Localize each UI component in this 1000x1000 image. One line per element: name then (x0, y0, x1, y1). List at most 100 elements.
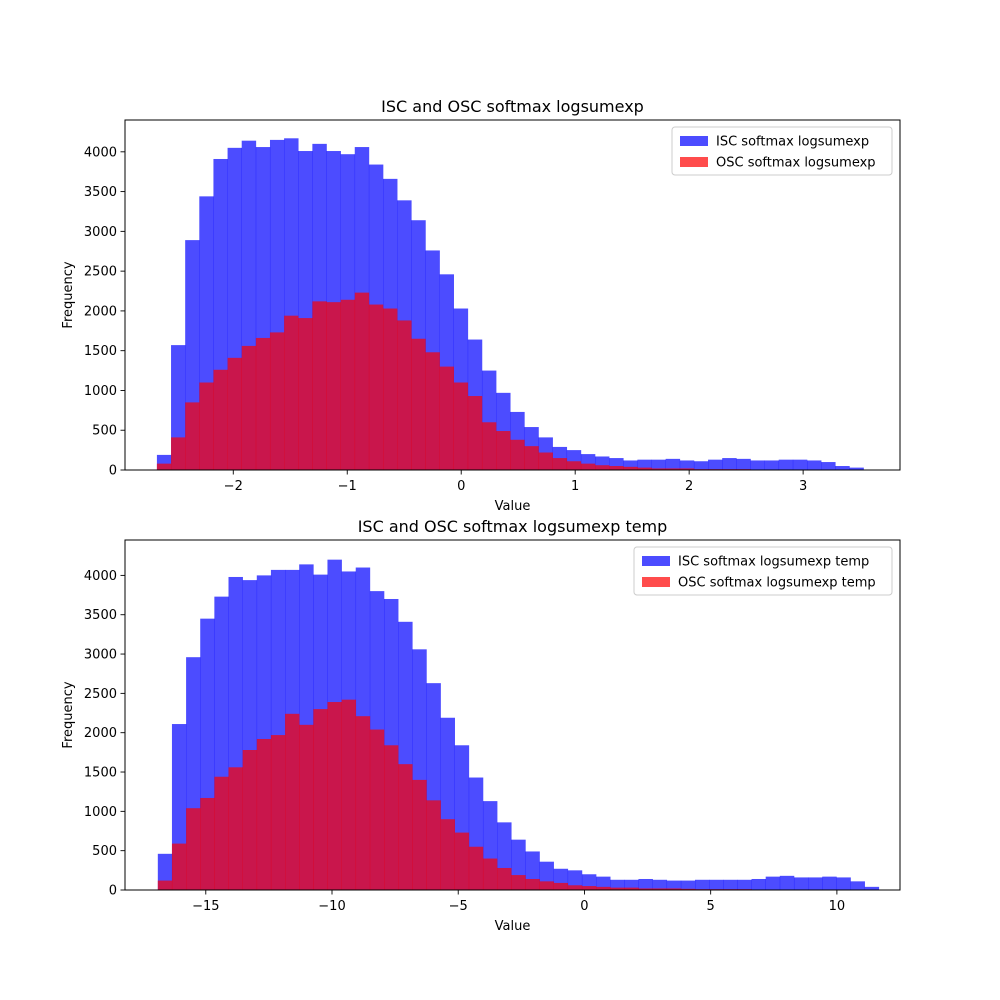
histogram-bar (821, 462, 836, 470)
histogram-bar (610, 887, 625, 890)
histogram-bar (468, 846, 484, 890)
histogram-bar (228, 767, 243, 890)
histogram-bar (651, 459, 666, 470)
histogram-bar (496, 431, 511, 470)
histogram-bar (241, 345, 257, 470)
histogram-bar (666, 880, 682, 890)
y-tick-label: 0 (109, 884, 117, 899)
histogram-bar (327, 702, 342, 890)
histogram-bar (299, 724, 314, 890)
histogram-bar (793, 877, 809, 890)
legend-swatch (642, 556, 670, 566)
histogram-bar (864, 886, 880, 890)
histogram-bar (354, 292, 370, 470)
histogram-bar (679, 460, 695, 470)
histogram-bar (213, 369, 228, 470)
histogram-bar (355, 716, 371, 890)
histogram-bar (708, 459, 723, 470)
histogram-bar (779, 875, 795, 890)
histogram-bar (270, 735, 286, 890)
histogram-bar (624, 879, 639, 890)
histogram-bar (638, 878, 653, 890)
x-tick-label: −5 (449, 899, 468, 914)
histogram-bar (567, 885, 583, 890)
histogram-bar (580, 463, 596, 470)
y-tick-label: 1500 (84, 344, 117, 359)
histogram-bar (652, 879, 668, 890)
chart-title: ISC and OSC softmax logsumexp temp (358, 517, 668, 536)
histogram-bar (637, 467, 652, 470)
histogram-bar (595, 465, 610, 470)
histogram-bar (737, 879, 752, 890)
histogram-bar (340, 299, 356, 470)
histogram-bar (454, 832, 470, 890)
histogram-bar (680, 888, 696, 890)
histogram-bar (652, 888, 668, 890)
y-axis-label: Frequency (61, 261, 76, 328)
histogram-bar (368, 304, 384, 470)
histogram-bar (426, 800, 441, 890)
histogram-bar (792, 459, 808, 470)
histogram-bar (722, 458, 737, 470)
histogram-bar (566, 461, 582, 470)
subplot-bottom: −15 −10 −5 0 5 10 0 500 1000 1500 2000 2500 3000 3500… (61, 517, 901, 934)
y-tick-label: 3000 (84, 225, 117, 240)
histogram-bar (199, 382, 214, 470)
histogram-bar (440, 819, 455, 890)
histogram-bar (637, 459, 652, 470)
histogram-bar (836, 877, 851, 890)
histogram-bar (610, 879, 625, 890)
histogram-bar (765, 876, 781, 890)
histogram-bar (227, 357, 242, 470)
histogram-bar (778, 459, 794, 470)
histogram-bar (341, 699, 357, 890)
y-tick-label: 4000 (84, 145, 117, 160)
x-tick-label: −15 (192, 899, 219, 914)
histogram-bar (567, 870, 583, 890)
histogram-bar (524, 446, 539, 470)
histogram-bar (497, 867, 512, 890)
histogram-bar (156, 463, 172, 470)
histogram-bar (596, 886, 611, 890)
histogram-bar (552, 458, 568, 470)
histogram-bar (623, 466, 638, 470)
histogram-bar (849, 467, 864, 470)
axes-frame (124, 539, 901, 891)
histogram-bar (736, 458, 751, 470)
x-tick-label: 3 (799, 479, 807, 494)
histogram-bar (623, 460, 638, 470)
histogram-bar (807, 460, 822, 470)
series-1-bars (156, 292, 808, 470)
y-tick-label: 1000 (84, 384, 117, 399)
histogram-bar (511, 875, 526, 890)
histogram-bar (609, 458, 624, 470)
legend-swatch (680, 157, 708, 167)
x-tick-label: 1 (571, 479, 579, 494)
y-tick-label: 3500 (84, 608, 117, 623)
histogram-bar (723, 879, 738, 890)
histogram-bar (171, 843, 187, 890)
x-axis-label: Value (495, 919, 531, 934)
legend-swatch (680, 136, 708, 146)
y-tick-label: 2000 (84, 726, 117, 741)
histogram-bar (751, 878, 766, 890)
histogram-bar (693, 461, 709, 470)
legend-label: OSC softmax logsumexp temp (678, 576, 876, 591)
y-tick-label: 1500 (84, 766, 117, 781)
histogram-bar (313, 709, 328, 890)
histogram-bar (822, 876, 837, 890)
histogram-bar (285, 713, 300, 890)
histogram-bar (242, 750, 258, 890)
histogram-bar (624, 887, 639, 890)
histogram-bar (369, 729, 385, 890)
x-tick-label: −1 (338, 479, 357, 494)
histogram-bar (665, 458, 681, 470)
series-1-bars (157, 699, 809, 890)
histogram-bar (312, 301, 327, 470)
histogram-bar (510, 439, 525, 470)
legend: ISC softmax logsumexp OSC softmax logsume… (671, 126, 893, 176)
y-tick-label: 2500 (84, 265, 117, 280)
legend-label: ISC softmax logsumexp temp (678, 555, 869, 570)
histogram-bar (397, 320, 412, 470)
histogram-bar (695, 879, 710, 890)
